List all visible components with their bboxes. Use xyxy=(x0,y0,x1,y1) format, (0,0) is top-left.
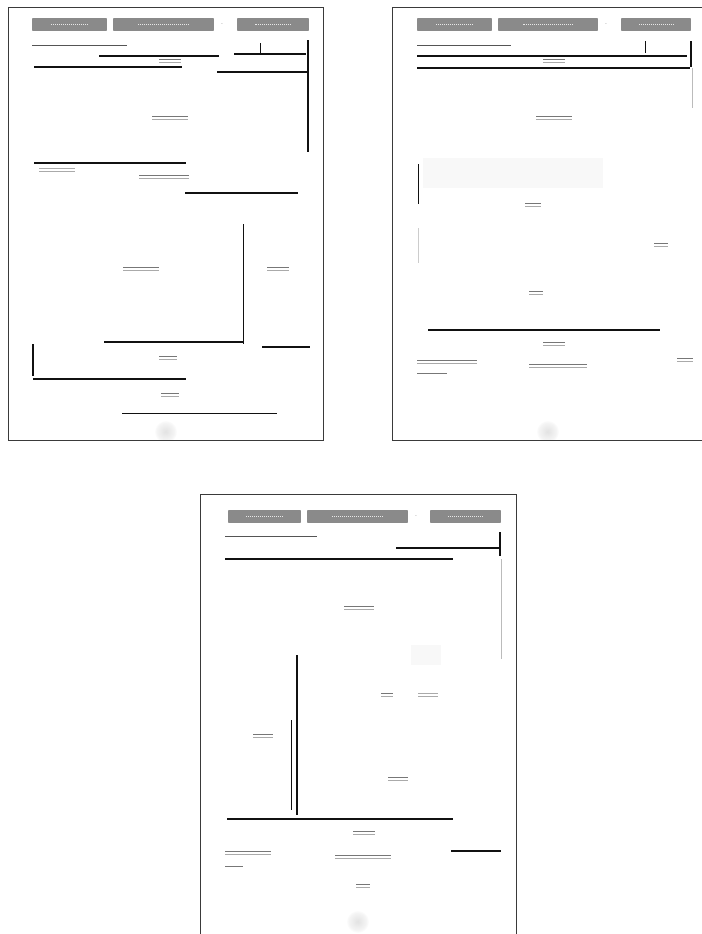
small-label xyxy=(529,364,587,370)
rule-line xyxy=(99,55,219,57)
corner-tick xyxy=(260,43,261,53)
small-label xyxy=(139,175,189,181)
left-label xyxy=(253,734,273,740)
corner-tick xyxy=(645,41,646,53)
header-tab-separator: · xyxy=(221,21,223,28)
small-label xyxy=(356,884,370,890)
rule-line xyxy=(34,162,186,164)
rule-line xyxy=(396,547,500,549)
rule-line xyxy=(417,67,690,69)
side-label xyxy=(654,243,668,249)
rule-line xyxy=(417,55,687,57)
rule-line xyxy=(428,329,660,331)
header-tab-separator: · xyxy=(415,513,417,520)
right-vertical-rule xyxy=(690,41,692,67)
center-label xyxy=(152,116,188,122)
rule-line xyxy=(417,373,447,374)
center-label xyxy=(123,267,159,273)
header-tab-1 xyxy=(417,18,492,31)
main-vertical-rule xyxy=(296,655,298,815)
faint-vertical-rule xyxy=(418,228,419,263)
rule-line xyxy=(234,53,306,55)
rule-line xyxy=(262,346,310,348)
rule-line xyxy=(227,818,453,820)
header-tab-3 xyxy=(621,18,691,31)
faint-panel xyxy=(411,645,441,665)
small-label xyxy=(159,59,181,65)
center-label xyxy=(536,116,572,122)
right-vertical-rule xyxy=(499,532,501,556)
rule-line xyxy=(104,341,244,343)
header-caption-line xyxy=(225,536,317,537)
side-label xyxy=(677,358,693,364)
center-label xyxy=(344,606,374,612)
faint-vertical-rule xyxy=(692,68,693,108)
rule-line xyxy=(225,558,453,560)
rule-line xyxy=(225,866,243,867)
scan-smudge xyxy=(537,421,559,440)
rule-line xyxy=(451,850,501,852)
left-label xyxy=(417,360,477,366)
small-label xyxy=(159,356,177,362)
small-label xyxy=(39,168,75,174)
side-label xyxy=(418,693,438,699)
header-tab-1 xyxy=(228,510,301,523)
header-tab-3 xyxy=(237,18,309,31)
document-page-1: · xyxy=(8,7,324,441)
header-tab-2 xyxy=(113,18,214,31)
scan-smudge xyxy=(155,421,177,440)
small-label xyxy=(543,59,565,65)
small-label xyxy=(388,777,408,783)
faint-vertical-rule xyxy=(501,559,502,659)
right-vertical-rule xyxy=(307,40,309,152)
scan-smudge xyxy=(347,911,369,933)
small-label xyxy=(161,393,179,399)
header-tab-2 xyxy=(307,510,408,523)
document-page-3: · xyxy=(200,494,517,934)
small-label xyxy=(529,291,543,297)
header-caption-line xyxy=(32,45,127,46)
header-tab-1 xyxy=(32,18,107,31)
side-label xyxy=(267,267,289,273)
header-tab-2 xyxy=(498,18,598,31)
rule-line xyxy=(217,71,309,73)
small-label xyxy=(543,342,565,348)
small-label xyxy=(335,855,391,861)
left-vertical-rule xyxy=(418,164,419,204)
header-tab-3 xyxy=(430,510,501,523)
rule-line xyxy=(34,66,182,68)
vertical-rule xyxy=(243,224,244,344)
small-label xyxy=(525,203,541,209)
header-caption-line xyxy=(417,45,511,46)
header-tab-separator: · xyxy=(605,21,607,28)
left-label xyxy=(225,851,271,857)
small-label xyxy=(381,693,393,699)
vertical-rule xyxy=(291,720,292,810)
rule-line xyxy=(33,378,186,380)
rule-line xyxy=(122,413,277,414)
left-vertical-rule xyxy=(32,344,34,376)
faint-panel xyxy=(423,158,603,188)
small-label xyxy=(353,831,375,837)
rule-line xyxy=(185,192,298,194)
document-page-2: · xyxy=(392,7,702,441)
